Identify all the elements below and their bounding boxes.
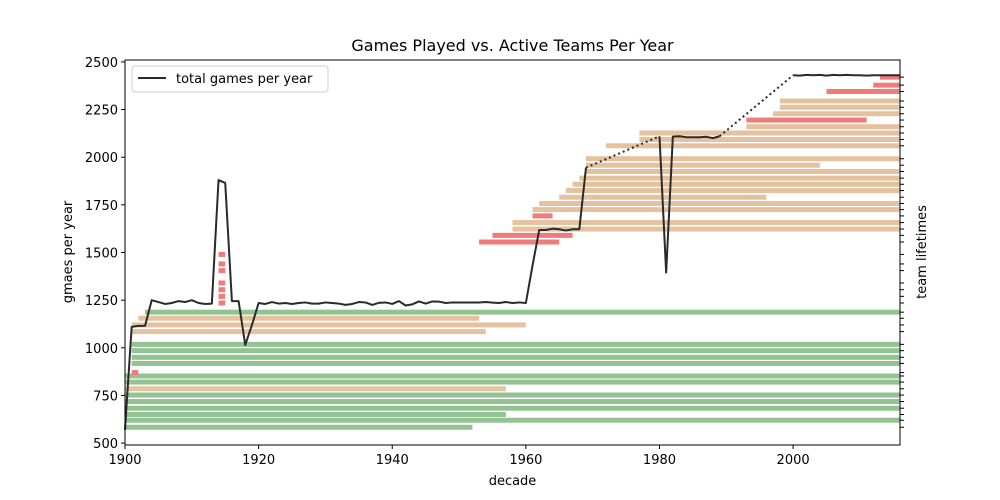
team-lifetime-bar <box>606 143 900 149</box>
team-lifetime-bar <box>125 412 506 417</box>
y-tick-label: 750 <box>93 389 118 404</box>
x-tick-label: 1900 <box>108 453 141 468</box>
team-lifetime-bar <box>873 82 900 88</box>
team-lifetime-bar <box>125 379 900 385</box>
team-lifetime-bar <box>492 232 573 238</box>
chart-title: Games Played vs. Active Teams Per Year <box>351 36 674 55</box>
team-lifetime-bar <box>131 370 139 376</box>
team-lifetime-bar <box>532 213 553 219</box>
right-axis-label: team lifetimes <box>915 205 930 299</box>
x-axis: 1900 1920 1940 1960 1980 2000 <box>108 445 810 468</box>
team-lifetime-bar <box>218 300 226 306</box>
team-lifetime-bar <box>572 181 900 187</box>
team-lifetime-bar <box>585 162 820 168</box>
team-lifetime-bar <box>138 315 480 321</box>
team-lifetime-bar <box>579 175 900 181</box>
team-lifetime-bar <box>218 251 226 257</box>
y-tick-label: 1250 <box>85 294 118 309</box>
team-lifetime-bar <box>125 417 900 423</box>
team-lifetime-bar <box>125 373 900 379</box>
x-tick-label: 1920 <box>242 453 275 468</box>
team-lifetime-bar <box>479 239 560 245</box>
games-line-segment <box>124 167 587 430</box>
team-lifetime-bar <box>125 405 900 411</box>
team-lifetime-bar <box>218 268 226 274</box>
x-tick-label: 2000 <box>777 453 810 468</box>
team-lifetime-bar <box>218 293 226 299</box>
team-lifetime-bar <box>145 309 901 315</box>
y-axis: 500 750 1000 1250 1500 1750 2000 2250 2500 <box>85 56 125 452</box>
games-line-gap-segment <box>718 74 794 138</box>
team-lifetime-bar <box>585 156 900 162</box>
team-lifetime-bar <box>125 386 506 392</box>
team-lifetime-bar <box>746 124 900 130</box>
y-axis-label: gmaes per year <box>61 200 76 303</box>
legend: total games per year <box>131 65 329 93</box>
team-lifetime-bar <box>131 329 486 335</box>
team-lifetime-bar <box>218 280 226 286</box>
games-line-layer <box>124 73 900 430</box>
team-lifetime-bar <box>218 261 226 267</box>
y-tick-label: 1000 <box>85 342 118 357</box>
legend-box <box>131 65 329 93</box>
y-tick-label: 1500 <box>85 247 118 262</box>
team-lifetime-bar <box>131 360 900 366</box>
team-lifetime-bar <box>879 74 900 80</box>
team-lifetime-bar <box>131 341 900 347</box>
team-lifetime-bar <box>539 201 900 207</box>
team-lifetime-bar <box>125 399 900 405</box>
team-lifetime-bar <box>131 348 900 354</box>
team-lifetime-bar <box>131 322 526 328</box>
y-tick-label: 1750 <box>85 199 118 214</box>
games-line-segment <box>658 135 720 274</box>
team-lifetime-bar <box>532 207 900 213</box>
legend-label: total games per year <box>176 72 313 87</box>
team-lifetime-bar <box>125 392 900 398</box>
x-tick-label: 1940 <box>376 453 409 468</box>
y-tick-label: 2000 <box>85 151 118 166</box>
x-axis-label: decade <box>489 474 537 489</box>
y-tick-label: 500 <box>93 437 118 452</box>
team-lifetime-bar <box>639 130 900 136</box>
team-lifetime-bar <box>512 220 900 226</box>
y-tick-label: 2500 <box>85 56 118 71</box>
team-lifetime-bar <box>639 136 900 142</box>
team-lifetime-bar <box>565 188 900 194</box>
team-lifetime-bar <box>512 226 900 232</box>
team-lifetime-bar <box>773 111 900 117</box>
team-lifetime-bar <box>746 117 867 123</box>
right-axis <box>900 76 904 428</box>
games-line-segment <box>793 73 900 77</box>
team-lifetime-bar <box>779 98 900 104</box>
x-tick-label: 1980 <box>643 453 676 468</box>
team-lifetime-bar <box>131 354 900 360</box>
x-tick-label: 1960 <box>509 453 542 468</box>
team-lifetime-bar <box>125 424 473 430</box>
team-lifetime-bar <box>585 169 900 174</box>
games-line-gap-segment <box>585 135 660 169</box>
team-lifetime-bar <box>826 88 900 94</box>
y-tick-label: 2250 <box>85 104 118 119</box>
team-lifetime-bar <box>218 287 226 293</box>
team-lifetime-bar <box>779 104 900 110</box>
